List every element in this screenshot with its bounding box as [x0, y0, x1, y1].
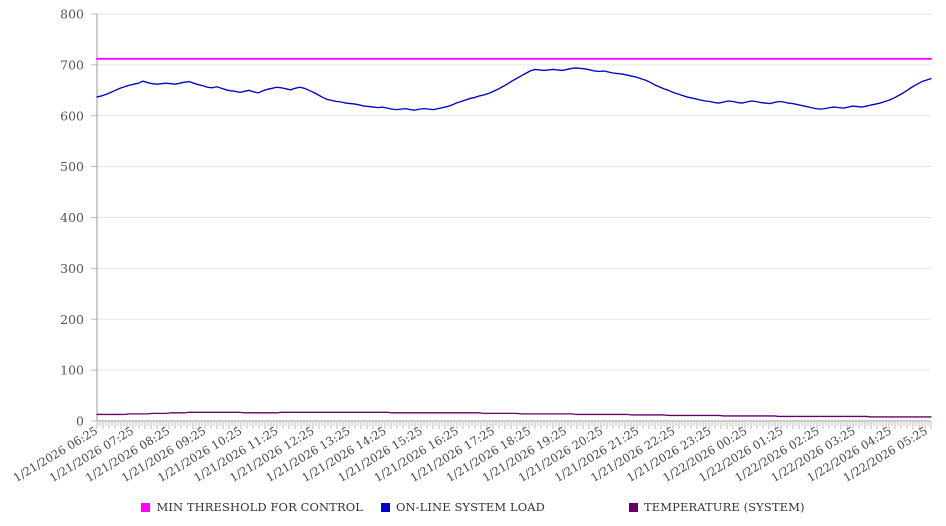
grid-lines — [97, 13, 931, 422]
y-axis-tick-label: 0 — [76, 414, 84, 429]
y-axis-tick-label: 100 — [60, 363, 84, 378]
legend-swatch-min-threshold — [141, 502, 151, 512]
legend-label-temperature-system: TEMPERATURE (SYSTEM) — [644, 500, 805, 514]
legend-item-temperature-system[interactable]: TEMPERATURE (SYSTEM) — [629, 500, 805, 514]
y-axis-line — [91, 13, 931, 422]
chart-legend: MIN THRESHOLD FOR CONTROL ON-LINE SYSTEM… — [0, 495, 946, 519]
legend-label-min-threshold: MIN THRESHOLD FOR CONTROL — [156, 500, 363, 514]
x-axis-ticks — [96, 422, 932, 429]
y-axis-tick-label: 300 — [60, 261, 84, 276]
y-axis-tick-label: 700 — [60, 57, 84, 72]
legend-label-online-system-load: ON-LINE SYSTEM LOAD — [395, 500, 545, 514]
series-lines — [96, 57, 932, 418]
y-axis-tick-label: 500 — [60, 159, 84, 174]
series-line-1 — [96, 67, 932, 111]
legend-item-min-threshold[interactable]: MIN THRESHOLD FOR CONTROL — [141, 500, 363, 514]
y-axis-tick-label: 400 — [60, 210, 84, 225]
y-axis-tick-label: 800 — [60, 7, 84, 22]
series-line-2 — [96, 411, 932, 418]
y-axis-tick-label: 600 — [60, 108, 84, 123]
x-axis-labels: 1/21/2026 06:251/21/2026 07:251/21/2026 … — [11, 424, 930, 485]
y-axis-tick-label: 200 — [60, 312, 84, 327]
y-axis-labels: 0 100 200 300 400 500 600 700 800 — [60, 7, 84, 429]
legend-swatch-temperature-system — [629, 502, 638, 512]
legend-swatch-online-system-load — [380, 502, 390, 512]
legend-item-online-system-load[interactable]: ON-LINE SYSTEM LOAD — [380, 500, 545, 514]
